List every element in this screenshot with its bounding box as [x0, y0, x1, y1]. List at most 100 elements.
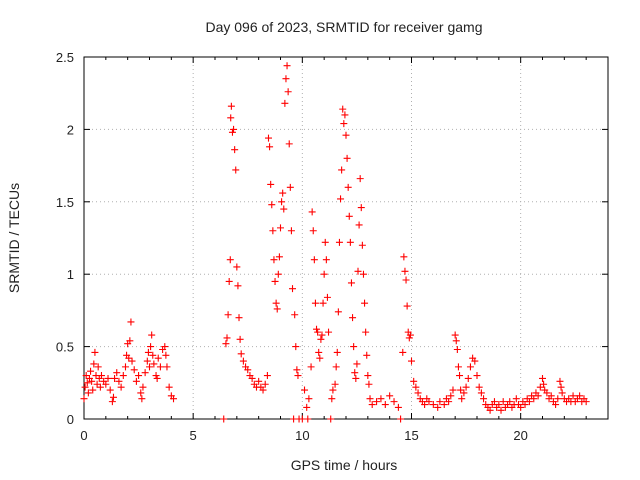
data-point	[311, 299, 319, 307]
data-point	[362, 328, 370, 336]
data-point	[358, 241, 366, 249]
data-point	[457, 386, 465, 394]
data-point	[464, 374, 472, 382]
data-point	[338, 166, 346, 174]
data-point	[304, 415, 312, 423]
data-point	[153, 374, 161, 382]
data-point	[93, 380, 101, 388]
data-point	[272, 299, 280, 307]
data-point	[223, 334, 231, 342]
data-point	[368, 401, 376, 409]
data-point	[328, 395, 336, 403]
data-point	[284, 88, 292, 96]
data-point	[270, 256, 278, 264]
data-point	[460, 389, 468, 397]
data-point	[222, 340, 230, 348]
data-point	[81, 383, 89, 391]
data-point	[454, 363, 462, 371]
data-point	[227, 102, 235, 110]
x-tick-label: 15	[404, 428, 418, 443]
data-point	[333, 348, 341, 356]
data-point	[350, 343, 358, 351]
data-point	[80, 395, 88, 403]
data-point	[341, 111, 349, 119]
data-point	[525, 398, 533, 406]
data-point	[237, 350, 245, 358]
data-point	[259, 386, 267, 394]
data-point	[156, 363, 164, 371]
data-point	[231, 146, 239, 154]
data-point	[244, 366, 252, 374]
data-point	[569, 392, 577, 400]
data-point	[127, 318, 135, 326]
data-point	[121, 363, 129, 371]
data-point	[554, 395, 562, 403]
data-point	[303, 403, 311, 411]
data-point	[291, 311, 299, 319]
data-point	[490, 398, 498, 406]
data-point	[355, 221, 363, 229]
data-point	[342, 131, 350, 139]
data-point	[89, 386, 97, 394]
data-point	[309, 227, 317, 235]
data-point	[87, 367, 95, 375]
data-point	[139, 383, 147, 391]
data-point	[232, 166, 240, 174]
data-point	[345, 212, 353, 220]
data-point	[466, 363, 474, 371]
data-point	[117, 383, 125, 391]
data-point	[224, 311, 232, 319]
data-point	[83, 379, 91, 387]
data-point	[268, 201, 276, 209]
data-point	[293, 366, 301, 374]
data-point	[150, 360, 158, 368]
data-point	[377, 395, 385, 403]
data-point	[113, 369, 121, 377]
y-tick-label: 0.5	[56, 340, 74, 355]
data-point	[543, 389, 551, 397]
data-point	[285, 140, 293, 148]
data-point	[340, 120, 348, 128]
data-point	[354, 267, 362, 275]
data-point	[267, 180, 275, 188]
data-point	[319, 299, 327, 307]
data-points	[80, 62, 590, 423]
data-point	[434, 403, 442, 411]
data-point	[346, 238, 354, 246]
y-axis-label: SRMTID / TECUs	[6, 183, 22, 293]
data-point	[277, 224, 284, 232]
data-point	[456, 372, 464, 380]
data-point	[512, 395, 520, 403]
data-point	[102, 380, 110, 388]
data-point	[356, 175, 364, 183]
data-point	[280, 205, 288, 213]
data-point	[104, 374, 112, 382]
data-point	[473, 372, 481, 380]
data-point	[149, 351, 157, 359]
data-point	[390, 398, 398, 406]
data-point	[236, 335, 244, 343]
data-point	[266, 143, 274, 151]
data-point	[152, 372, 160, 380]
data-point	[275, 253, 283, 261]
data-point	[452, 337, 460, 345]
data-point	[88, 377, 96, 385]
chart-title: Day 096 of 2023, SRMTID for receiver gam…	[205, 19, 482, 35]
data-point	[220, 415, 228, 423]
data-point	[386, 392, 394, 400]
data-point	[143, 357, 151, 365]
data-point	[329, 386, 337, 394]
data-point	[271, 277, 279, 285]
data-point	[294, 372, 302, 380]
data-point	[163, 363, 171, 371]
data-point	[235, 314, 243, 322]
data-point	[381, 401, 389, 409]
y-tick-label: 1.5	[56, 195, 74, 210]
data-point	[316, 354, 324, 362]
data-point	[283, 62, 291, 70]
data-point	[96, 383, 104, 391]
data-point	[128, 357, 136, 365]
data-point	[534, 392, 542, 400]
data-point	[359, 270, 367, 278]
data-point	[301, 386, 309, 394]
